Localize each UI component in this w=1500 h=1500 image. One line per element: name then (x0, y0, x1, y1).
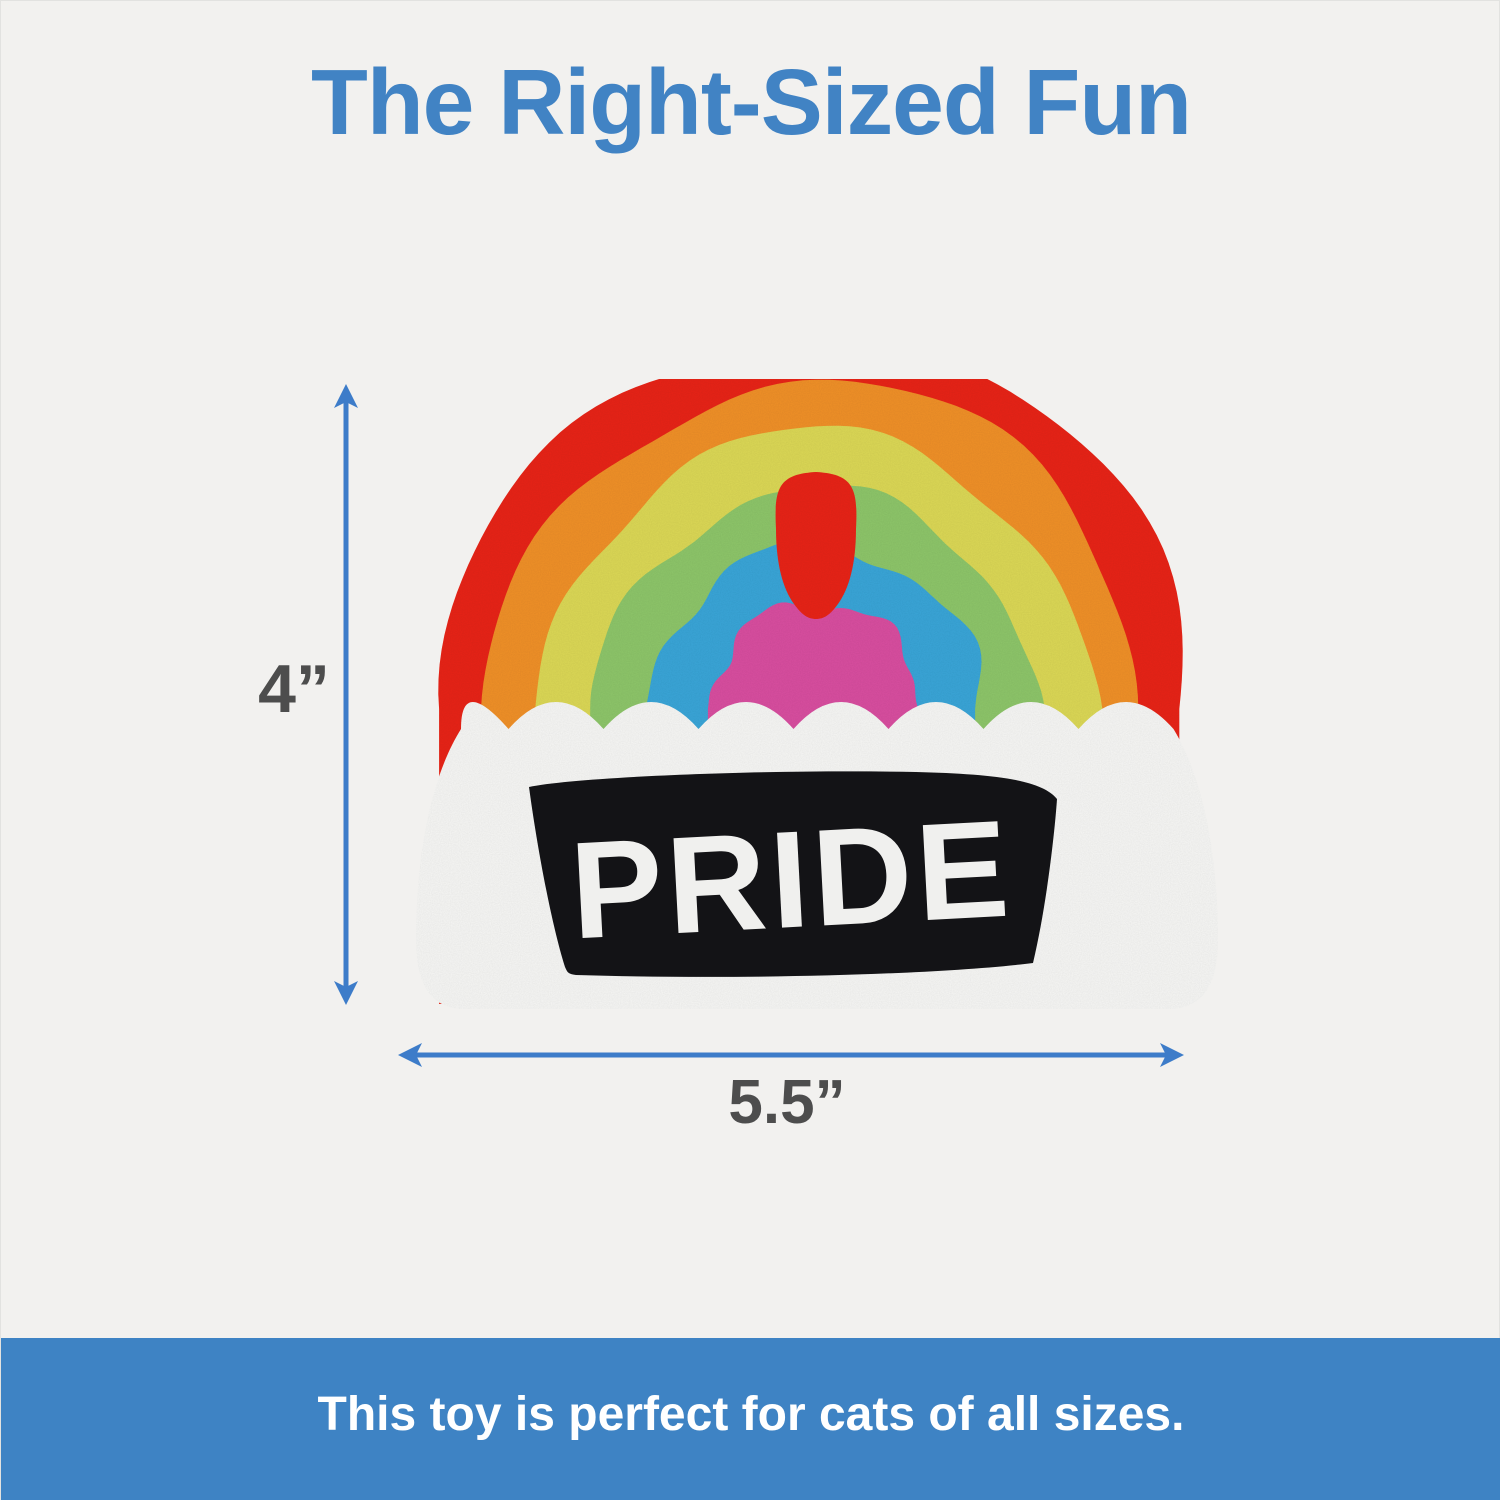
svg-text:PRIDE: PRIDE (567, 792, 1016, 969)
